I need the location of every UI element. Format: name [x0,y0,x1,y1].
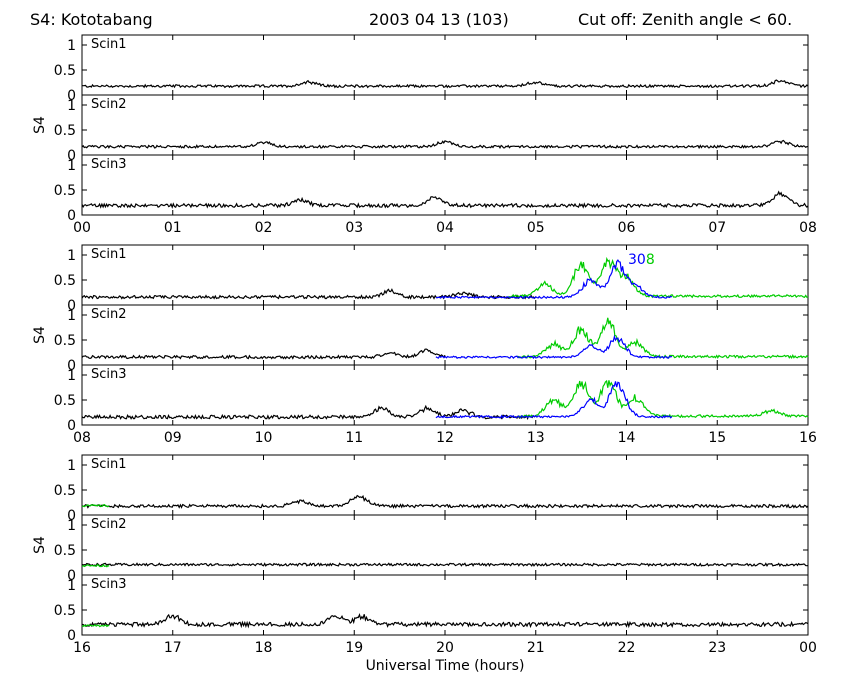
series-line-blue [435,259,672,300]
x-tick-label: 12 [436,430,454,446]
y-tick-label: 1 [67,308,76,324]
y-tick-label: 1 [67,578,76,594]
x-tick-label: 08 [73,430,91,446]
y-tick-label: 0.5 [54,393,76,409]
x-tick-label: 01 [164,220,182,236]
y-tick-label: 0 [67,568,76,584]
y-tick-label: 0.5 [54,483,76,499]
series-line-black [81,139,809,150]
x-tick-label: 23 [708,640,726,656]
x-tick-label: 14 [618,430,636,446]
x-tick-label: 16 [73,640,91,656]
y-tick-label: 1 [67,158,76,174]
y-tick-label: 1 [67,368,76,384]
panel-frame [81,364,809,426]
series-line-black [81,613,809,629]
series-line-green [81,563,110,568]
x-tick-label: 06 [618,220,636,236]
y-tick-label: 0.5 [54,183,76,199]
y-tick-label: 0 [67,628,76,644]
series-line-green [517,317,809,359]
y-axis-label: S4 [32,116,48,134]
panel-label: Scin1 [91,247,127,262]
y-tick-label: 0 [67,298,76,314]
y-tick-label: 1 [67,518,76,534]
series-line-green [508,256,809,299]
x-tick-label: 22 [618,640,636,656]
y-tick-label: 0 [67,418,76,434]
x-tick-label: 04 [436,220,454,236]
series-line-black [81,348,446,360]
y-tick-label: 1 [67,248,76,264]
y-tick-label: 1 [67,38,76,54]
series-line-black [81,494,809,509]
panel-label: Scin1 [91,37,127,52]
annotation-label: 308 [628,252,655,268]
panel-label: Scin3 [91,577,127,592]
y-tick-label: 0 [67,358,76,374]
y-axis-label: S4 [32,536,48,554]
station-title: S4: Kototabang [30,10,153,29]
x-tick-label: 21 [527,640,545,656]
x-tick-label: 00 [799,640,817,656]
annotation-part-b: 8 [646,252,655,268]
x-tick-label: 10 [255,430,273,446]
x-tick-label: 11 [345,430,363,446]
x-tick-label: 02 [255,220,273,236]
x-tick-label: 08 [799,220,817,236]
series-line-green [81,503,110,508]
series-line-black [82,79,809,89]
x-tick-label: 00 [73,220,91,236]
x-tick-label: 19 [345,640,363,656]
x-axis-label: Universal Time (hours) [366,658,525,674]
y-tick-label: 0.5 [54,333,76,349]
y-tick-label: 1 [67,458,76,474]
cutoff-title: Cut off: Zenith angle < 60. [578,10,793,29]
y-tick-label: 0 [67,208,76,224]
series-line-black [81,404,537,421]
x-tick-label: 16 [799,430,817,446]
x-tick-label: 15 [708,430,726,446]
series-line-black [81,562,809,568]
series-line-blue [435,381,673,419]
x-tick-label: 17 [164,640,182,656]
panel-label: Scin2 [91,517,127,532]
panel-label: Scin3 [91,157,127,172]
panel-label: Scin1 [91,457,127,472]
series-line-black [81,288,537,300]
y-axis-label: S4 [32,326,48,344]
y-tick-label: 0 [67,88,76,104]
panel-label: Scin3 [91,367,127,382]
series-line-green [81,623,110,628]
x-tick-label: 07 [708,220,726,236]
x-tick-label: 05 [527,220,545,236]
x-tick-label: 18 [255,640,273,656]
x-tick-label: 13 [527,430,545,446]
panel-frame [81,94,809,156]
annotation-part-a: 30 [628,252,646,268]
panel-label: Scin2 [91,97,127,112]
x-tick-label: 03 [345,220,363,236]
y-tick-label: 0.5 [54,123,76,139]
y-tick-label: 0 [67,148,76,164]
series-line-green [517,379,809,419]
x-tick-label: 20 [436,640,454,656]
series-line-black [81,190,809,209]
y-tick-label: 0.5 [54,273,76,289]
y-tick-label: 0.5 [54,603,76,619]
y-tick-label: 1 [67,98,76,114]
y-tick-label: 0.5 [54,63,76,79]
y-tick-label: 0.5 [54,543,76,559]
y-tick-label: 0 [67,508,76,524]
x-tick-label: 09 [164,430,182,446]
date-title: 2003 04 13 (103) [369,10,509,29]
series-line-blue [435,334,673,360]
panel-label: Scin2 [91,307,127,322]
